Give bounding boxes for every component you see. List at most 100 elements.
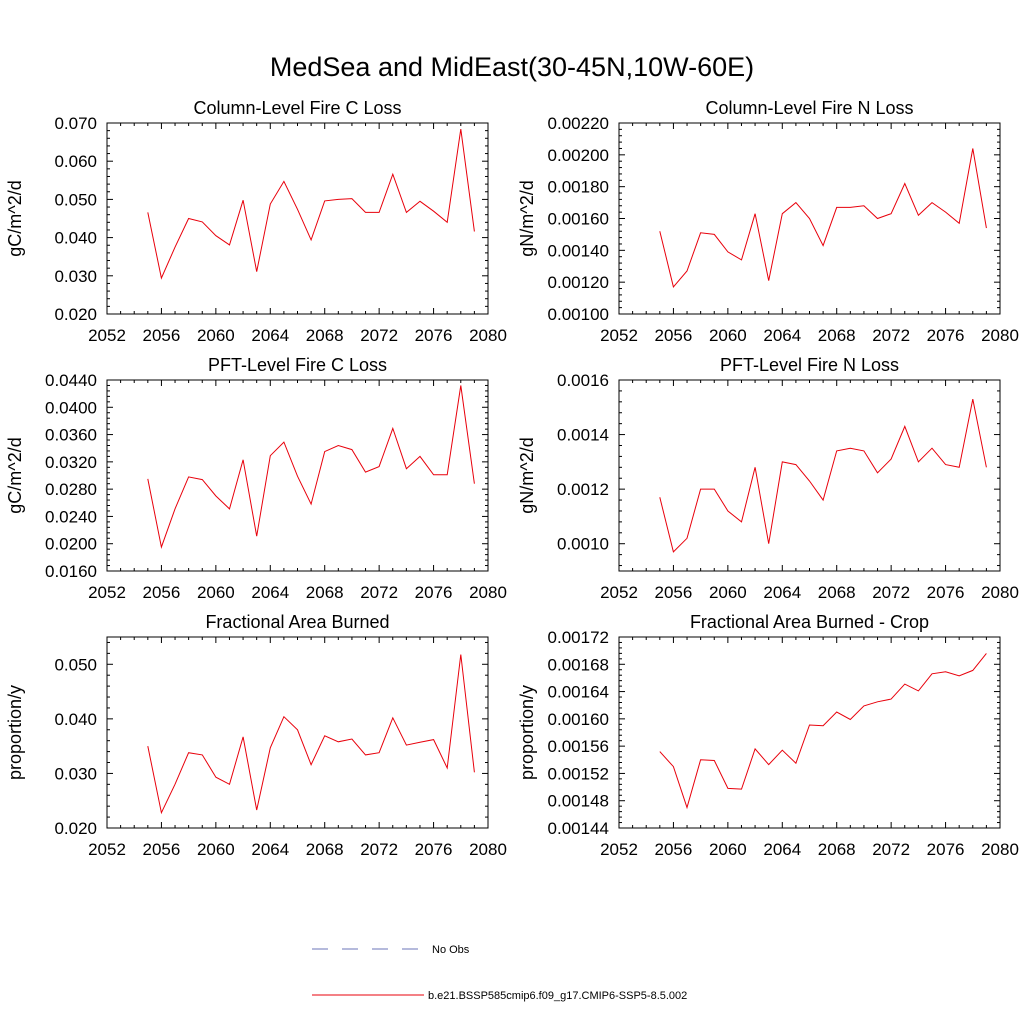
x-tick-label: 2072 xyxy=(360,326,398,345)
panel-title: Fractional Area Burned xyxy=(205,612,389,632)
series-line xyxy=(147,654,475,815)
y-tick-label: 0.050 xyxy=(54,190,97,209)
y-tick-label: 0.0320 xyxy=(45,453,97,472)
figure-title: MedSea and MidEast(30-45N,10W-60E) xyxy=(270,52,754,82)
y-tick-label: 0.0160 xyxy=(45,562,97,581)
y-tick-label: 0.040 xyxy=(54,229,97,248)
x-tick-label: 2060 xyxy=(197,326,235,345)
x-tick-label: 2072 xyxy=(360,840,398,859)
x-tick-label: 2052 xyxy=(600,583,638,602)
panel-title: PFT-Level Fire C Loss xyxy=(208,355,387,375)
x-tick-label: 2072 xyxy=(872,583,910,602)
x-tick-label: 2060 xyxy=(709,840,747,859)
x-tick-label: 2052 xyxy=(88,583,126,602)
x-tick-label: 2076 xyxy=(927,326,965,345)
x-tick-label: 2076 xyxy=(927,840,965,859)
plot-frame xyxy=(618,379,1001,572)
y-tick-label: 0.00156 xyxy=(548,737,609,756)
x-tick-label: 2052 xyxy=(88,326,126,345)
y-tick-label: 0.00120 xyxy=(548,273,609,292)
x-tick-label: 2060 xyxy=(197,840,235,859)
x-tick-label: 2056 xyxy=(655,840,693,859)
y-tick-label: 0.00100 xyxy=(548,305,609,324)
y-tick-label: 0.00180 xyxy=(548,178,609,197)
x-tick-label: 2068 xyxy=(818,840,856,859)
x-tick-label: 2056 xyxy=(143,326,181,345)
y-tick-label: 0.030 xyxy=(54,764,97,783)
y-tick-label: 0.00168 xyxy=(548,655,609,674)
series-line xyxy=(147,385,475,549)
x-tick-label: 2080 xyxy=(469,840,507,859)
chart-panel-1: Column-Level Fire C Loss gC/m^2/d 2052 2056… xyxy=(5,98,507,345)
x-tick-label: 2080 xyxy=(981,583,1019,602)
y-tick-label: 0.00220 xyxy=(548,114,609,133)
series-line xyxy=(659,148,987,288)
y-tick-label: 0.0360 xyxy=(45,426,97,445)
x-tick-label: 2060 xyxy=(709,326,747,345)
chart-panel-5: Fractional Area Burned proportion/y 2052 20… xyxy=(5,612,507,859)
x-tick-label: 2056 xyxy=(143,840,181,859)
x-tick-label: 2076 xyxy=(415,326,453,345)
y-tick-label: 0.050 xyxy=(54,655,97,674)
x-tick-label: 2068 xyxy=(818,583,856,602)
x-tick-label: 2080 xyxy=(469,583,507,602)
y-tick-label: 0.070 xyxy=(54,114,97,133)
y-tick-label: 0.0010 xyxy=(557,535,609,554)
chart-panel-4: PFT-Level Fire N Loss gN/m^2/d 2052 2056 206… xyxy=(517,355,1019,602)
panel-title: Column-Level Fire C Loss xyxy=(193,98,401,118)
x-tick-label: 2080 xyxy=(469,326,507,345)
x-tick-label: 2056 xyxy=(143,583,181,602)
chart-panel-2: Column-Level Fire N Loss gN/m^2/d 2052 2056… xyxy=(517,98,1019,345)
y-tick-label: 0.0012 xyxy=(557,480,609,499)
y-axis-label: gN/m^2/d xyxy=(517,180,537,256)
plot-frame xyxy=(106,636,489,829)
y-tick-label: 0.0016 xyxy=(557,371,609,390)
series-line xyxy=(147,129,475,280)
y-axis-label: gC/m^2/d xyxy=(5,180,25,256)
x-tick-label: 2064 xyxy=(763,583,801,602)
x-tick-label: 2052 xyxy=(600,326,638,345)
y-tick-label: 0.00144 xyxy=(548,819,609,838)
y-tick-label: 0.00172 xyxy=(548,628,609,647)
y-axis-label: gN/m^2/d xyxy=(517,437,537,513)
y-tick-label: 0.020 xyxy=(54,819,97,838)
y-tick-label: 0.0240 xyxy=(45,507,97,526)
y-tick-label: 0.00160 xyxy=(548,710,609,729)
x-tick-label: 2052 xyxy=(600,840,638,859)
y-tick-label: 0.00160 xyxy=(548,210,609,229)
x-tick-label: 2052 xyxy=(88,840,126,859)
legend-obs-label: No Obs xyxy=(432,944,470,956)
x-tick-label: 2056 xyxy=(655,326,693,345)
x-tick-label: 2060 xyxy=(709,583,747,602)
panels: Column-Level Fire C Loss gC/m^2/d 2052 2056… xyxy=(5,98,1019,859)
y-tick-label: 0.0440 xyxy=(45,371,97,390)
x-tick-label: 2072 xyxy=(872,326,910,345)
series-line xyxy=(659,653,987,810)
plot-frame xyxy=(106,122,489,315)
x-tick-label: 2076 xyxy=(415,840,453,859)
y-tick-label: 0.00200 xyxy=(548,146,609,165)
x-tick-label: 2056 xyxy=(655,583,693,602)
panel-title: Fractional Area Burned - Crop xyxy=(690,612,929,632)
chart-panel-6: Fractional Area Burned - Crop proportion/… xyxy=(517,612,1019,859)
x-tick-label: 2072 xyxy=(360,583,398,602)
x-tick-label: 2068 xyxy=(306,583,344,602)
y-tick-label: 0.00148 xyxy=(548,792,609,811)
y-axis-label: proportion/y xyxy=(5,685,25,780)
panel-title: Column-Level Fire N Loss xyxy=(705,98,913,118)
x-tick-label: 2068 xyxy=(306,326,344,345)
x-tick-label: 2064 xyxy=(251,840,289,859)
y-tick-label: 0.020 xyxy=(54,305,97,324)
x-tick-label: 2076 xyxy=(415,583,453,602)
y-tick-label: 0.0280 xyxy=(45,480,97,499)
y-tick-label: 0.040 xyxy=(54,710,97,729)
x-tick-label: 2060 xyxy=(197,583,235,602)
series-line xyxy=(659,399,987,553)
y-tick-label: 0.0400 xyxy=(45,398,97,417)
x-tick-label: 2080 xyxy=(981,326,1019,345)
x-tick-label: 2072 xyxy=(872,840,910,859)
chart-panel-3: PFT-Level Fire C Loss gC/m^2/d 2052 2056 206… xyxy=(5,355,507,602)
y-tick-label: 0.0200 xyxy=(45,535,97,554)
y-tick-label: 0.0014 xyxy=(557,426,609,445)
